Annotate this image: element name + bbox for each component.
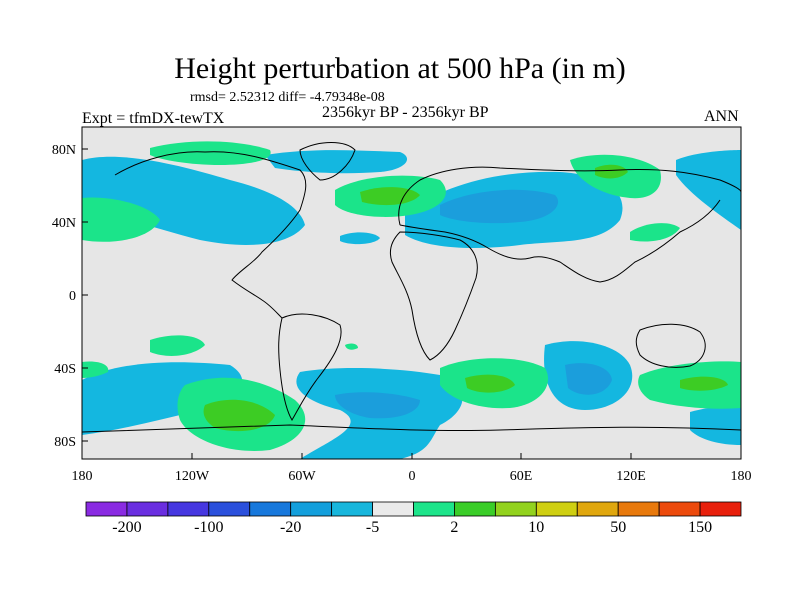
colorbar-swatch (535, 501, 578, 517)
colorbar-swatch (290, 501, 333, 517)
contour-negative (676, 150, 741, 230)
contour-positive-core (360, 187, 420, 206)
season-label: ANN (704, 108, 739, 125)
map-title: Height perturbation at 500 hPa (in m) (174, 52, 626, 85)
contour-negative-core (440, 189, 559, 224)
contour-positive (345, 343, 358, 350)
colorbar-label: 2 (450, 519, 458, 536)
colorbar-label: -20 (280, 519, 301, 536)
coastline-south-america (278, 313, 342, 421)
lon-label: 120W (175, 469, 210, 484)
colorbar-swatch (331, 501, 373, 517)
lat-label: 0 (69, 289, 76, 304)
colorbar-label: -5 (366, 519, 379, 536)
contour-positive-core (465, 374, 515, 393)
colorbar-swatch (126, 501, 169, 517)
lon-label: 60E (510, 469, 533, 484)
coastlines (82, 142, 741, 433)
colorbar-label: 10 (528, 519, 544, 536)
coastline-north-america (114, 151, 307, 319)
colorbar-swatch (413, 501, 455, 517)
lon-label: 120E (616, 469, 646, 484)
lon-label: 0 (409, 469, 416, 484)
contour-positive (150, 335, 205, 356)
colorbar-swatch (454, 501, 496, 517)
colorbar-swatch (372, 501, 414, 517)
lat-label: 40S (54, 362, 76, 377)
colorbar (85, 501, 742, 517)
contour-positive-core (203, 399, 275, 432)
contour-positive-core (595, 164, 628, 179)
colorbar-swatch (167, 501, 210, 517)
colorbar-swatch (699, 501, 742, 517)
colorbar-label: 50 (610, 519, 626, 536)
contour-positive (82, 197, 160, 242)
contour-fills (82, 141, 741, 459)
coastline-greenland (299, 142, 356, 181)
colorbar-swatch (658, 501, 701, 517)
contour-negative-core (335, 392, 420, 419)
coastline-africa (389, 231, 478, 361)
colorbar-swatch (208, 501, 251, 517)
lat-label: 80S (54, 435, 76, 450)
colorbar-swatch (576, 501, 619, 517)
rmsd-diff-stats: rmsd= 2.52312 diff= -4.79348e-08 (190, 90, 385, 105)
contour-negative (690, 405, 741, 445)
lon-label: 180 (731, 469, 752, 484)
colorbar-label: 150 (688, 519, 712, 536)
contour-negative-core (565, 363, 612, 395)
colorbar-label: -200 (112, 519, 141, 536)
coastline-australia (635, 323, 706, 368)
lon-label: 180 (72, 469, 93, 484)
colorbar-swatch (617, 501, 660, 517)
period-label: 2356kyr BP - 2356kyr BP (322, 104, 489, 121)
coastline-eurasia (398, 166, 741, 283)
contour-negative (340, 232, 380, 245)
coastline-antarctica (82, 424, 741, 433)
lat-label: 40N (52, 216, 76, 231)
colorbar-swatch (494, 501, 537, 517)
contour-positive (150, 141, 271, 165)
experiment-label: Expt = tfmDX-tewTX (82, 110, 225, 127)
lon-label: 60W (288, 469, 316, 484)
contour-negative (82, 156, 305, 245)
lat-label: 80N (52, 143, 76, 158)
contour-positive-core (680, 376, 728, 391)
contour-positive (82, 361, 109, 378)
contour-positive (630, 223, 680, 242)
colorbar-label: -100 (194, 519, 223, 536)
colorbar-swatch (249, 501, 292, 517)
colorbar-swatch (85, 501, 128, 517)
